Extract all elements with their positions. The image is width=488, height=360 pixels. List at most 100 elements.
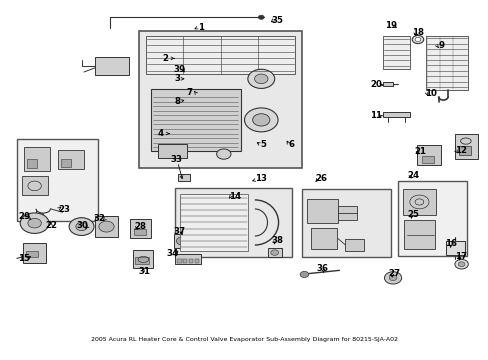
Text: 21: 21 xyxy=(414,147,426,156)
Bar xyxy=(183,259,187,263)
Bar xyxy=(445,241,464,255)
Circle shape xyxy=(384,272,401,284)
Bar xyxy=(61,159,70,167)
Text: 36: 36 xyxy=(315,264,327,273)
Text: 31: 31 xyxy=(139,266,150,275)
Circle shape xyxy=(270,250,278,255)
Bar xyxy=(139,31,302,168)
Circle shape xyxy=(388,275,396,281)
Text: 4: 4 xyxy=(157,129,163,138)
Bar xyxy=(416,144,440,165)
Bar xyxy=(24,147,50,171)
Circle shape xyxy=(99,221,114,232)
Text: 20: 20 xyxy=(369,81,382,90)
Circle shape xyxy=(300,271,308,278)
Text: 23: 23 xyxy=(59,205,71,214)
Circle shape xyxy=(457,262,464,267)
Bar xyxy=(403,220,434,249)
Bar xyxy=(175,188,292,257)
Bar xyxy=(310,228,336,249)
Circle shape xyxy=(20,213,49,233)
Text: 18: 18 xyxy=(411,28,423,37)
Bar xyxy=(180,194,247,251)
Text: 11: 11 xyxy=(369,111,382,120)
Bar xyxy=(158,144,186,158)
Text: 38: 38 xyxy=(270,236,283,245)
Bar xyxy=(177,259,182,263)
Bar xyxy=(175,254,201,264)
Text: 27: 27 xyxy=(387,269,399,278)
Bar xyxy=(458,146,470,155)
Text: 1: 1 xyxy=(198,23,204,32)
Bar xyxy=(134,229,146,235)
Bar xyxy=(23,243,46,263)
Bar xyxy=(17,139,98,221)
Bar xyxy=(27,159,37,168)
Text: 6: 6 xyxy=(288,140,294,149)
Circle shape xyxy=(454,260,468,269)
Bar xyxy=(306,199,337,223)
Bar xyxy=(173,234,190,248)
Bar xyxy=(26,251,38,257)
Text: 5: 5 xyxy=(260,140,266,149)
Circle shape xyxy=(414,37,420,41)
Text: 7: 7 xyxy=(186,88,192,97)
Text: 17: 17 xyxy=(454,252,466,261)
Text: 10: 10 xyxy=(425,89,436,98)
Bar xyxy=(421,156,433,163)
Bar xyxy=(188,259,193,263)
Text: 32: 32 xyxy=(94,214,105,223)
Text: 34: 34 xyxy=(166,249,178,258)
Text: 8: 8 xyxy=(174,96,180,105)
Bar xyxy=(146,36,294,74)
Circle shape xyxy=(216,149,230,159)
Text: 25: 25 xyxy=(407,211,418,220)
Text: 33: 33 xyxy=(170,155,182,164)
Text: 28: 28 xyxy=(134,222,146,231)
Bar xyxy=(178,174,190,181)
Bar xyxy=(454,134,477,159)
Circle shape xyxy=(76,222,87,231)
Bar xyxy=(345,239,364,251)
Bar xyxy=(383,82,392,86)
Bar xyxy=(135,257,148,264)
Bar xyxy=(95,57,128,76)
Circle shape xyxy=(254,74,267,84)
Text: 19: 19 xyxy=(384,21,396,30)
Bar xyxy=(21,176,48,195)
Bar xyxy=(194,259,199,263)
Bar xyxy=(383,36,409,68)
Text: 39: 39 xyxy=(173,65,185,74)
Bar xyxy=(425,36,467,90)
Bar xyxy=(130,219,150,238)
Text: 35: 35 xyxy=(270,15,283,24)
Text: 3: 3 xyxy=(174,74,180,83)
Bar xyxy=(267,248,281,257)
Bar xyxy=(151,89,240,150)
Text: 13: 13 xyxy=(255,174,267,183)
Bar xyxy=(302,189,390,257)
Text: 37: 37 xyxy=(173,226,185,235)
Text: 15: 15 xyxy=(18,254,30,263)
Text: 9: 9 xyxy=(438,41,444,50)
Circle shape xyxy=(411,35,423,44)
Circle shape xyxy=(247,69,274,89)
Text: 16: 16 xyxy=(445,239,457,248)
Text: 2: 2 xyxy=(162,54,168,63)
Circle shape xyxy=(176,237,187,245)
Text: 2005 Acura RL Heater Core & Control Valve Evaporator Sub-Assembly Diagram for 80: 2005 Acura RL Heater Core & Control Valv… xyxy=(91,337,397,342)
Text: 12: 12 xyxy=(454,146,466,155)
Text: 24: 24 xyxy=(407,171,418,180)
Text: 29: 29 xyxy=(18,212,30,221)
Circle shape xyxy=(252,114,269,126)
Circle shape xyxy=(244,108,278,132)
Bar xyxy=(58,150,84,170)
Bar xyxy=(397,181,467,256)
Bar xyxy=(29,213,43,219)
Bar xyxy=(337,206,356,220)
Bar xyxy=(383,112,409,117)
Text: 26: 26 xyxy=(315,174,326,183)
Bar xyxy=(95,216,118,237)
Circle shape xyxy=(69,218,94,235)
Text: 14: 14 xyxy=(228,192,241,201)
